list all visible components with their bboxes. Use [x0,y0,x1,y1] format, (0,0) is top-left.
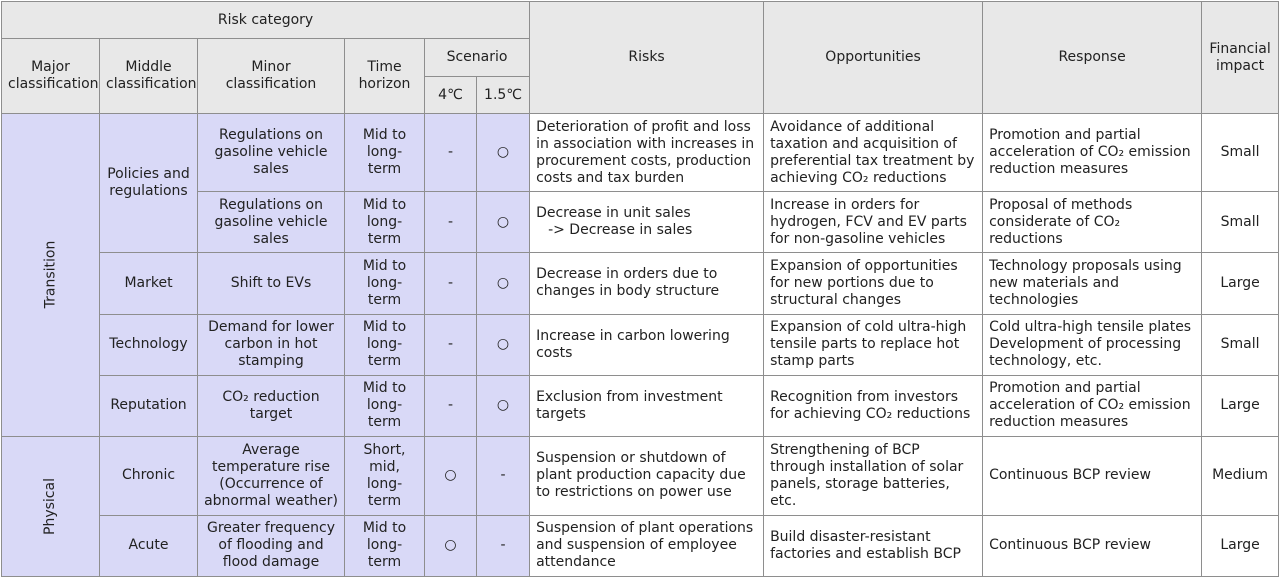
risk-category-header: Risk category [0,0,531,40]
table-row: Market Shift to EVs Mid to long-term - ○ … [2,252,1280,315]
time-horizon: Mid to long-term [344,252,425,315]
financial-impact-header: Financial impact [1201,0,1280,115]
opportunities-cell: Expansion of cold ultra-high tensile part… [763,313,984,376]
risks-cell: Decrease in unit sales -> Decrease in sal… [529,191,765,254]
opportunities-cell: Build disaster-resistant factories and es… [763,514,984,578]
middle-chronic: Chronic [99,435,198,516]
minor-classification: Shift to EVs [197,252,345,315]
minor-classification: Regulations on gasoline vehicle sales [197,191,345,254]
scenario-4c: - [424,252,477,315]
risks-cell: Increase in carbon lowering costs [529,313,765,376]
scenario-1-5c: ○ [475,252,531,315]
opportunities-cell: Avoidance of additional taxation and acqu… [763,113,984,193]
scenario-1-5c: ○ [475,313,531,376]
response-cell: Proposal of methods considerate of CO₂ red… [982,191,1203,254]
middle-acute: Acute [99,514,198,578]
minor-classification: Greater frequency of flooding and flood da… [197,514,345,578]
table-row: Physical Chronic Average temperature rise… [1,435,1280,578]
financial-impact-cell: Small [1201,191,1280,254]
major-classification-header: Major classification [1,38,100,115]
response-cell: Promotion and partial acceleration of CO₂… [982,113,1203,193]
minor-classification: Average temperature rise (Occurrence of abn… [197,435,345,516]
response-cell: Cold ultra-high tensile plates Developmen… [982,313,1203,376]
financial-impact-cell: Large [1201,252,1280,315]
scenario-1-5c: ○ [475,113,531,193]
table-row: Acute Greater frequency of flooding and fl… [2,514,1280,578]
time-horizon: Mid to long-term [344,113,425,193]
scenario-1-5c: ○ [475,191,531,254]
scenario-4c-header: 4℃ [424,76,477,115]
time-horizon: Mid to long-term [344,313,425,376]
time-horizon-header: Time horizon [344,38,425,115]
middle-technology: Technology [99,313,198,376]
opportunities-cell: Strengthening of BCP through installation… [763,435,984,516]
response-cell: Continuous BCP review [982,514,1203,578]
time-horizon: Short, mid, long-term [344,435,425,516]
risks-cell: Decrease in orders due to changes in body… [529,252,765,315]
response-cell: Promotion and partial acceleration of CO₂… [982,374,1203,437]
opportunities-cell: Recognition from investors for achieving … [763,374,984,437]
scenario-4c: - [424,113,477,193]
time-horizon: Mid to long-term [344,191,425,254]
minor-classification-header: Minor classification [197,38,345,115]
response-cell: Continuous BCP review [982,435,1203,516]
scenario-1-5c: - [475,435,531,516]
opportunities-cell: Increase in orders for hydrogen, FCV and … [763,191,984,254]
major-physical: Physical [1,435,100,578]
financial-impact-cell: Large [1201,514,1280,578]
risks-cell: Suspension or shutdown of plant productio… [529,435,765,516]
scenario-4c: ○ [424,435,477,516]
scenario-header: Scenario [423,38,531,78]
middle-reputation: Reputation [99,374,198,437]
financial-impact-cell: Large [1201,374,1280,437]
scenario-1-5c-header: 1.5℃ [475,76,531,115]
table-row: Technology Demand for lower carbon in hot… [2,313,1280,376]
scenario-4c: - [424,374,477,437]
table-row: Transition Policies and regulations Regul… [1,113,1280,437]
financial-impact-cell: Small [1201,313,1280,376]
middle-market: Market [99,252,198,315]
scenario-4c: ○ [424,514,477,578]
scenario-4c: - [424,313,477,376]
risks-cell: Exclusion from investment targets [529,374,765,437]
time-horizon: Mid to long-term [344,374,425,437]
time-horizon: Mid to long-term [344,514,425,578]
scenario-1-5c: - [475,514,531,578]
opportunities-cell: Expansion of opportunities for new portio… [763,252,984,315]
major-transition: Transition [1,113,100,437]
minor-classification: Demand for lower carbon in hot stamping [197,313,345,376]
minor-classification: CO₂ reduction target [197,374,345,437]
risks-cell: Suspension of plant operations and suspen… [529,514,765,578]
table-row: Reputation CO₂ reduction target Mid to lon… [2,374,1280,437]
minor-classification: Regulations on gasoline vehicle sales [197,113,345,193]
response-header: Response [982,0,1203,115]
middle-policies-regulations: Policies and regulations [99,113,198,254]
scenario-1-5c: ○ [475,374,531,437]
response-cell: Technology proposals using new materials … [982,252,1203,315]
middle-classification-header: Middle classification [99,38,198,115]
financial-impact-cell: Medium [1201,435,1280,516]
opportunities-header: Opportunities [763,0,984,115]
financial-impact-cell: Small [1201,113,1280,193]
risks-header: Risks [529,0,765,115]
scenario-4c: - [424,191,477,254]
table-row: Regulations on gasoline vehicle sales Mid … [2,191,1280,254]
risks-cell: Deterioration of profit and loss in assoc… [529,113,765,193]
